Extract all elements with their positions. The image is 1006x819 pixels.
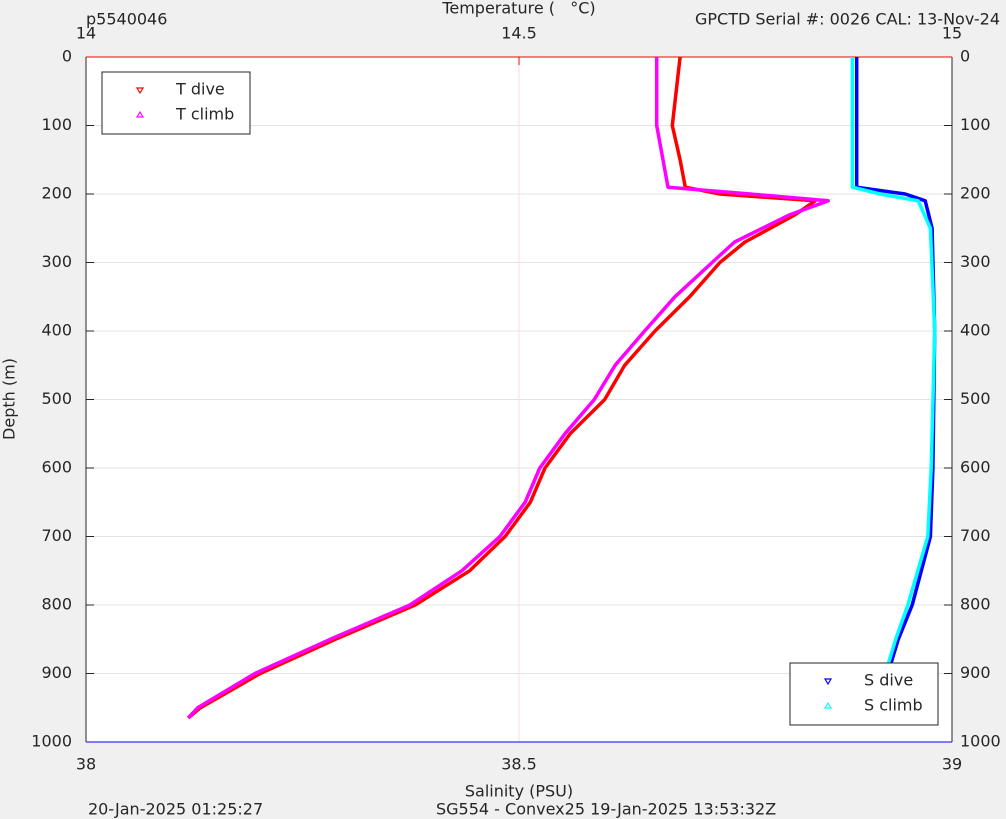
- y-tick-label: 0: [62, 47, 72, 66]
- y-tick-label: 700: [960, 526, 991, 545]
- y-tick-label: 800: [41, 595, 72, 614]
- x2-tick-label: 14.5: [501, 24, 537, 43]
- legend-label: S climb: [864, 696, 923, 715]
- legend-marker: [135, 110, 145, 118]
- x-tick-label: 39: [942, 755, 962, 774]
- x2-tick-label: 14: [76, 24, 96, 43]
- y-tick-label: 100: [41, 115, 72, 134]
- footer: SG554 - Convex25 19-Jan-2025 13:53:32Z: [436, 800, 776, 819]
- profile-line: [186, 57, 830, 720]
- y-tick-label: 1000: [31, 732, 72, 751]
- x-tick-label: 38.5: [501, 755, 537, 774]
- subtitle: GPCTD Serial #: 0026 CAL: 13-Nov-24: [695, 10, 1000, 29]
- legend-box: [789, 662, 939, 726]
- y-tick-label: 1000: [960, 732, 1001, 751]
- y-tick-label: 300: [960, 252, 991, 271]
- y-tick-label: 900: [960, 663, 991, 682]
- y-tick-label: 800: [960, 595, 991, 614]
- y-tick-label: 700: [41, 526, 72, 545]
- y-label: Depth (m): [0, 358, 19, 440]
- y-tick-label: 400: [41, 321, 72, 340]
- y-tick-label: 900: [41, 663, 72, 682]
- y-tick-label: 200: [960, 184, 991, 203]
- y-tick-label: 300: [41, 252, 72, 271]
- profile-line: [850, 57, 937, 719]
- y-tick-label: 200: [41, 184, 72, 203]
- legend-label: T dive: [175, 80, 225, 99]
- x-label: Salinity (PSU): [465, 782, 573, 801]
- y-tick-label: 600: [41, 458, 72, 477]
- footer: 20-Jan-2025 01:25:27: [88, 800, 263, 819]
- y-tick-label: 100: [960, 115, 991, 134]
- y-tick-label: 0: [960, 47, 970, 66]
- legend-marker: [823, 678, 833, 686]
- x-tick-label: 38: [76, 755, 96, 774]
- legend-label: T climb: [175, 105, 234, 124]
- y-tick-label: 400: [960, 321, 991, 340]
- x2-label: Temperature ( °C): [441, 0, 595, 18]
- x2-tick-label: 15: [942, 24, 962, 43]
- y-tick-label: 600: [960, 458, 991, 477]
- chart-title: p5540046: [86, 10, 167, 29]
- y-tick-label: 500: [960, 389, 991, 408]
- legend-box: [101, 71, 251, 135]
- y-tick-label: 500: [41, 389, 72, 408]
- legend-marker: [823, 701, 833, 709]
- legend-label: S dive: [864, 671, 913, 690]
- legend-marker: [135, 87, 145, 95]
